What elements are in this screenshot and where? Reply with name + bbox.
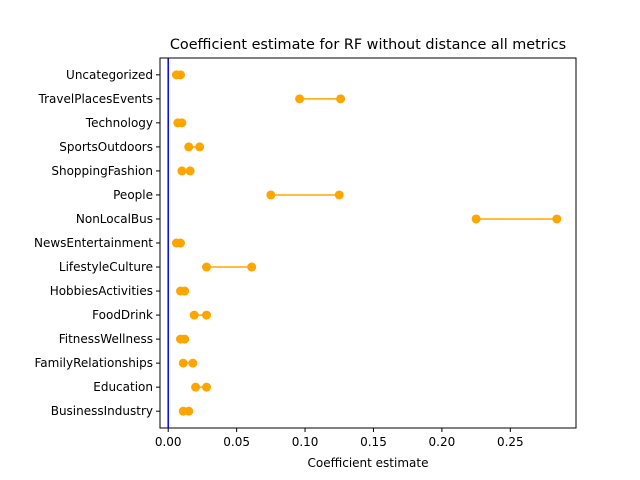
y-tick-label: People bbox=[113, 188, 153, 202]
x-tick-label: 0.05 bbox=[223, 435, 250, 449]
y-tick-label: TravelPlacesEvents bbox=[38, 92, 153, 106]
y-tick-label: Education bbox=[93, 380, 153, 394]
x-tick-label: 0.20 bbox=[429, 435, 456, 449]
y-tick-label: Uncategorized bbox=[66, 68, 153, 82]
y-tick-label: FamilyRelationships bbox=[34, 356, 153, 370]
high-point bbox=[188, 358, 198, 368]
x-tick-label: 0.15 bbox=[360, 435, 387, 449]
x-tick-label: 0.00 bbox=[155, 435, 182, 449]
high-point bbox=[180, 286, 190, 296]
y-tick-label: FoodDrink bbox=[92, 308, 153, 322]
low-point bbox=[191, 382, 201, 392]
y-tick-label: SportsOutdoors bbox=[59, 140, 153, 154]
high-point bbox=[552, 214, 562, 224]
plot-frame bbox=[159, 57, 577, 429]
high-point bbox=[185, 166, 195, 176]
low-point bbox=[266, 190, 276, 200]
high-point bbox=[195, 142, 205, 152]
chart-title: Coefficient estimate for RF without dist… bbox=[170, 37, 566, 53]
low-point bbox=[189, 310, 199, 320]
high-point bbox=[180, 334, 190, 344]
high-point bbox=[176, 70, 186, 80]
y-tick-label: HobbiesActivities bbox=[50, 284, 153, 298]
x-axis-label: Coefficient estimate bbox=[308, 456, 429, 470]
high-point bbox=[247, 262, 257, 272]
y-axis: Uncategorized TravelPlacesEvents Technolog… bbox=[34, 68, 160, 418]
y-tick-label: ShoppingFashion bbox=[51, 164, 153, 178]
low-point bbox=[178, 358, 188, 368]
low-point bbox=[177, 166, 187, 176]
high-point bbox=[177, 118, 187, 128]
y-tick-label: Technology bbox=[85, 116, 153, 130]
high-point bbox=[336, 94, 346, 104]
high-point bbox=[184, 406, 194, 416]
y-tick-label: LifestyleCulture bbox=[59, 260, 153, 274]
y-tick-label: BusinessIndustry bbox=[51, 404, 153, 418]
low-point bbox=[471, 214, 481, 224]
high-point bbox=[202, 310, 212, 320]
low-point bbox=[202, 262, 212, 272]
y-tick-label: NewsEntertainment bbox=[34, 236, 153, 250]
y-tick-label: FitnessWellness bbox=[59, 332, 153, 346]
plot-marks bbox=[167, 58, 562, 428]
y-tick-label: NonLocalBus bbox=[76, 212, 153, 226]
high-point bbox=[176, 238, 186, 248]
x-tick-label: 0.25 bbox=[497, 435, 524, 449]
low-point bbox=[184, 142, 194, 152]
high-point bbox=[334, 190, 344, 200]
high-point bbox=[202, 382, 212, 392]
x-tick-label: 0.10 bbox=[292, 435, 319, 449]
x-axis: 0.00 0.05 0.10 0.15 0.20 0.25 bbox=[155, 428, 524, 449]
low-point bbox=[295, 94, 305, 104]
